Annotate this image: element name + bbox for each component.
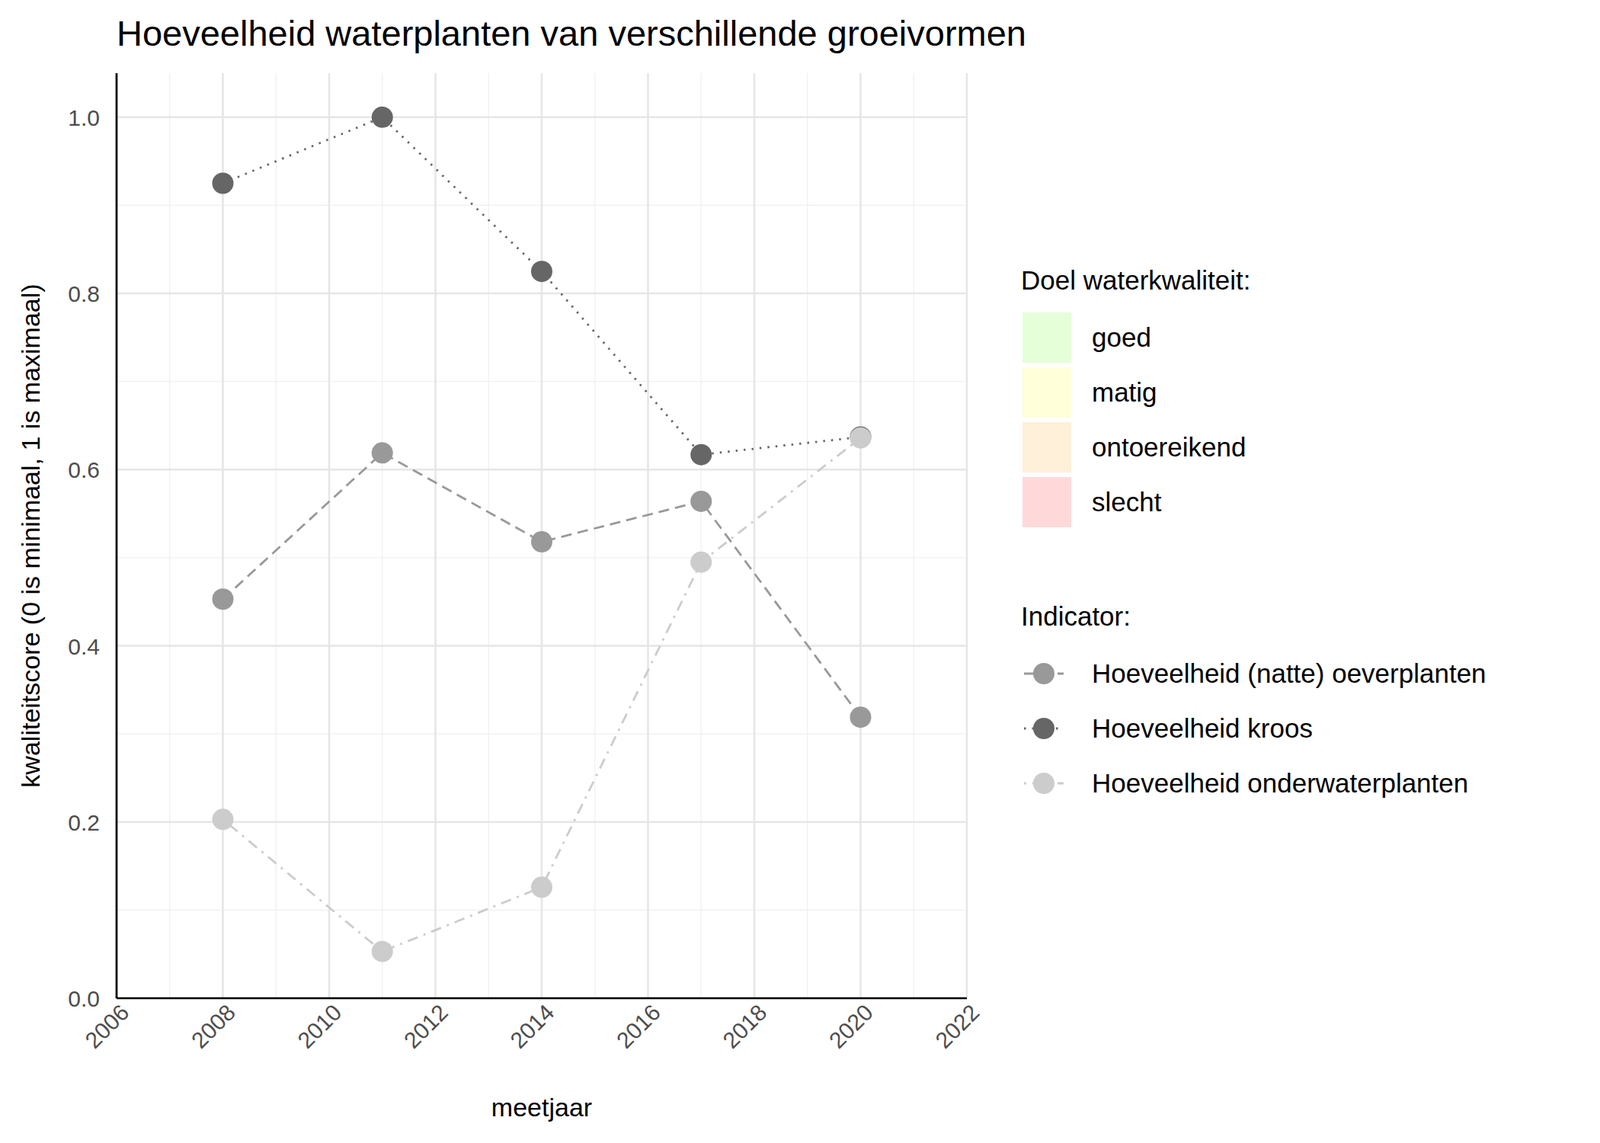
- series-line: [223, 117, 861, 455]
- legend-swatch: [1022, 422, 1072, 473]
- grid-line: [753, 73, 756, 999]
- minor-grid-line: [381, 73, 383, 999]
- legend-label: Hoeveelheid onderwaterplanten: [1091, 768, 1469, 798]
- grid-line: [221, 73, 224, 999]
- data-point: [371, 106, 394, 128]
- data-point: [690, 444, 712, 466]
- grid-line: [859, 73, 862, 999]
- y-tick-label: 0.6: [67, 457, 100, 483]
- grid-line: [116, 997, 967, 1000]
- x-tick-label: 2020: [824, 998, 879, 1053]
- x-tick-label: 2016: [611, 998, 666, 1053]
- x-tick-label: 2006: [80, 998, 135, 1053]
- data-point: [531, 260, 553, 282]
- data-point: [531, 876, 553, 898]
- legend-key-marker: [1033, 662, 1055, 685]
- x-axis-title: meetjaar: [491, 1092, 592, 1122]
- x-axis-line: [116, 997, 967, 1000]
- data-area: [212, 106, 872, 963]
- legend-key-marker: [1033, 772, 1055, 794]
- grid: [116, 73, 967, 999]
- chart-title: Hoeveelheid waterplanten van verschillen…: [116, 12, 1027, 54]
- data-point: [212, 588, 234, 610]
- y-tick-label: 1.0: [67, 105, 100, 131]
- y-tick-label: 0.8: [67, 281, 100, 307]
- x-tick-label: 2022: [930, 998, 985, 1053]
- x-tick-label: 2008: [186, 998, 241, 1053]
- x-tick-label: 2012: [399, 998, 454, 1053]
- series-line: [223, 438, 861, 952]
- legend-label: Hoeveelheid kroos: [1091, 713, 1313, 743]
- legend-label: ontoereikend: [1091, 432, 1246, 462]
- legend-label: goed: [1091, 322, 1152, 352]
- legend-label: slecht: [1091, 486, 1162, 517]
- grid-line: [328, 73, 331, 999]
- chart: 0.0 0.2 0.4 0.6 0.8 1.0 2006 2008 2010 2012 2014 20…: [0, 0, 1600, 1143]
- legend-title: Indicator:: [1020, 601, 1131, 631]
- y-tick-label: 0.0: [67, 985, 100, 1012]
- series-line: [223, 452, 861, 717]
- minor-grid-line: [594, 73, 596, 999]
- x-tick-label: 2018: [717, 998, 772, 1053]
- minor-grid-line: [806, 73, 808, 999]
- legend-swatch: [1022, 476, 1072, 528]
- y-tick-label: 0.4: [67, 633, 100, 660]
- grid-line: [434, 73, 437, 999]
- data-point: [531, 531, 553, 553]
- minor-grid-line: [488, 73, 490, 999]
- legend-key-marker: [1033, 717, 1055, 740]
- minor-grid-line: [913, 73, 915, 999]
- legend-swatch: [1022, 367, 1072, 418]
- y-tick-label: 0.2: [67, 809, 100, 836]
- data-point: [850, 706, 872, 728]
- data-point: [690, 551, 712, 573]
- legend-label: matig: [1091, 377, 1158, 407]
- data-point: [371, 940, 394, 963]
- y-axis-line: [115, 73, 119, 999]
- grid-line: [646, 73, 650, 999]
- grid-line: [966, 73, 969, 999]
- minor-grid-line: [275, 73, 277, 999]
- data-point: [690, 490, 712, 512]
- data-point: [212, 808, 234, 830]
- y-axis-title: kwaliteitscore (0 is minimaal, 1 is maxi…: [16, 283, 45, 788]
- legend-label: Hoeveelheid (natte) oeverplanten: [1091, 658, 1487, 688]
- minor-grid-line: [700, 73, 702, 999]
- data-point: [850, 427, 872, 449]
- minor-grid-line: [169, 73, 170, 999]
- grid-line: [115, 73, 119, 999]
- legend-swatch: [1022, 312, 1072, 363]
- x-tick-label: 2014: [505, 998, 560, 1053]
- legend-title: Doel waterkwaliteit:: [1020, 265, 1252, 295]
- x-tick-label: 2010: [292, 998, 347, 1053]
- data-point: [371, 441, 394, 464]
- data-point: [212, 172, 234, 195]
